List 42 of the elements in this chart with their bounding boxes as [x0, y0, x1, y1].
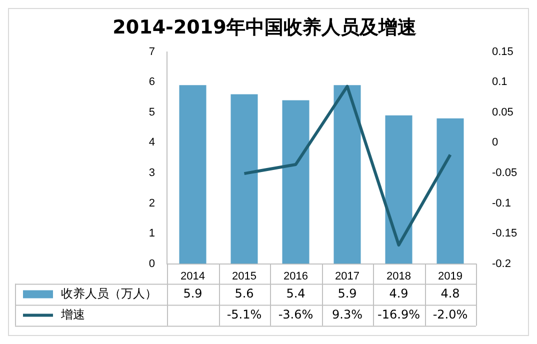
bar — [334, 85, 361, 264]
y2-tick-label: 0.1 — [492, 76, 508, 88]
legend-label: 收养人员（万人） — [61, 286, 157, 300]
data-label: -2.0% — [432, 307, 468, 322]
data-label: 9.3% — [332, 307, 362, 322]
y2-tick-label: -0.1 — [492, 197, 511, 210]
y2-tick-label: 0.05 — [492, 106, 514, 118]
data-label: 5.4 — [286, 286, 306, 300]
y-tick-label: 3 — [148, 166, 155, 179]
data-label: -16.9% — [378, 307, 420, 322]
data-label: 5.9 — [338, 286, 357, 300]
bar — [282, 100, 310, 264]
y-tick-label: 4 — [148, 136, 155, 149]
data-label: -5.1% — [226, 307, 262, 322]
data-label: 5.6 — [234, 286, 254, 300]
y-tick-label: 0 — [148, 258, 155, 270]
data-label: 4.8 — [440, 286, 460, 300]
data-label: 5.9 — [183, 286, 202, 300]
x-tick-label: 2019 — [438, 270, 462, 282]
y2-tick-label: -0.2 — [492, 258, 511, 270]
legend-label: 增速 — [60, 307, 85, 322]
y2-tick-label: -0.05 — [492, 166, 518, 179]
bar — [436, 118, 464, 264]
y-tick-label: 5 — [148, 106, 155, 118]
bar — [179, 85, 206, 264]
x-tick-label: 2018 — [386, 270, 411, 282]
x-tick-label: 2015 — [232, 270, 256, 282]
y2-tick-label: 0 — [492, 136, 498, 149]
data-label: 4.9 — [389, 286, 408, 300]
x-tick-label: 2016 — [284, 270, 308, 282]
x-tick-label: 2014 — [180, 270, 205, 282]
chart-title: 2014-2019年中国收养人员及增速 — [112, 16, 416, 38]
bar — [230, 94, 258, 264]
bar — [385, 115, 412, 264]
y-tick-label: 1 — [148, 228, 155, 240]
y2-tick-label: 0.15 — [492, 46, 514, 58]
data-label: -3.6% — [278, 307, 314, 322]
x-tick-label: 2017 — [335, 270, 360, 282]
y-tick-label: 6 — [148, 76, 155, 88]
y-tick-label: 7 — [148, 46, 155, 58]
y2-tick-label: -0.15 — [492, 228, 518, 240]
y-tick-label: 2 — [148, 197, 155, 210]
